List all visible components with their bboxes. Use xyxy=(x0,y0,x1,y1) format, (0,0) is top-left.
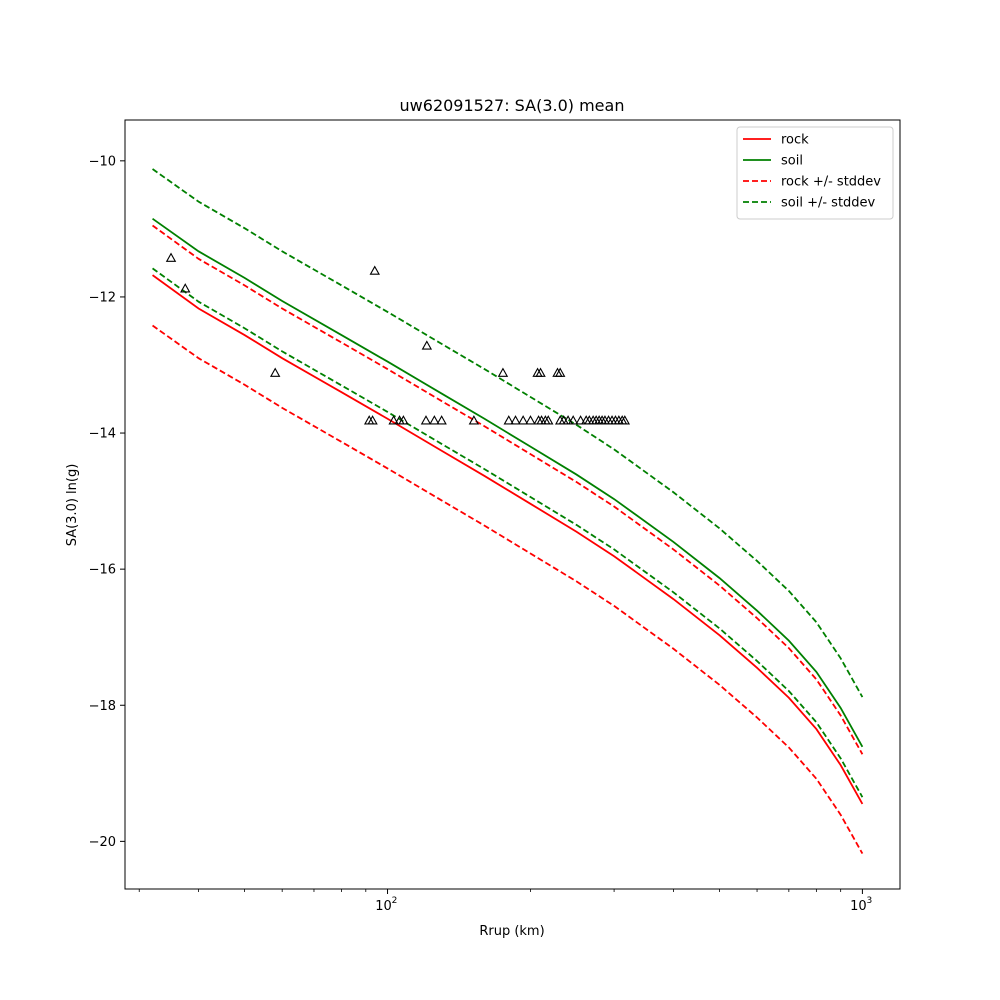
y-axis-label: SA(3.0) ln(g) xyxy=(65,464,80,547)
x-tick-exponent: 2 xyxy=(392,896,398,906)
scatter-point xyxy=(468,415,480,425)
legend: rock soil rock +/- stddev soil +/- stddev xyxy=(736,126,894,220)
scatter-point xyxy=(619,415,631,425)
series-line-1 xyxy=(152,217,864,748)
scatter-point xyxy=(180,283,191,293)
scatter-point xyxy=(388,415,399,425)
scatter-point xyxy=(420,415,432,425)
y-tick-label: −10 xyxy=(89,154,116,169)
scatter-point xyxy=(421,340,433,350)
series-line-3 xyxy=(152,324,864,855)
series-line-4 xyxy=(152,168,864,698)
legend-label: rock xyxy=(781,133,809,148)
scatter-point xyxy=(535,367,546,377)
scatter-point xyxy=(436,415,447,425)
scatter-point xyxy=(369,265,380,275)
scatter-point xyxy=(510,415,521,425)
y-tick-label: −16 xyxy=(89,563,116,578)
legend-label: rock +/- stddev xyxy=(781,175,881,190)
legend-box xyxy=(736,126,894,220)
y-tick-label: −12 xyxy=(89,290,116,305)
legend-label: soil +/- stddev xyxy=(781,196,876,211)
scatter-point xyxy=(269,367,281,377)
plot-area xyxy=(152,168,864,855)
scatter-point xyxy=(398,415,409,425)
scatter-point xyxy=(503,415,514,425)
series-line-5 xyxy=(152,267,864,798)
scatter-point xyxy=(562,415,574,425)
scatter-point xyxy=(525,415,536,425)
y-tick-label: −14 xyxy=(89,427,116,442)
x-axis-label: Rrup (km) xyxy=(479,924,544,939)
legend-label: soil xyxy=(781,154,803,169)
scatter-point xyxy=(543,415,554,425)
scatter-point xyxy=(554,367,566,377)
x-tick-label: 10 xyxy=(850,899,867,914)
x-tick-exponent: 3 xyxy=(867,896,873,906)
y-tick-label: −18 xyxy=(89,699,116,714)
scatter-point xyxy=(567,415,579,425)
axes-frame xyxy=(124,119,901,890)
scatter-point xyxy=(165,252,177,262)
y-tick-label: −20 xyxy=(89,835,116,850)
series-line-2 xyxy=(152,224,864,755)
scatter-point xyxy=(497,367,509,377)
scatter-point xyxy=(429,415,440,425)
series-line-0 xyxy=(152,274,864,805)
scatter-point xyxy=(517,415,529,425)
chart-title: uw62091527: SA(3.0) mean xyxy=(400,96,625,115)
scatter-point xyxy=(367,415,378,425)
scatter-point xyxy=(575,415,586,425)
x-tick-label: 10 xyxy=(375,899,392,914)
